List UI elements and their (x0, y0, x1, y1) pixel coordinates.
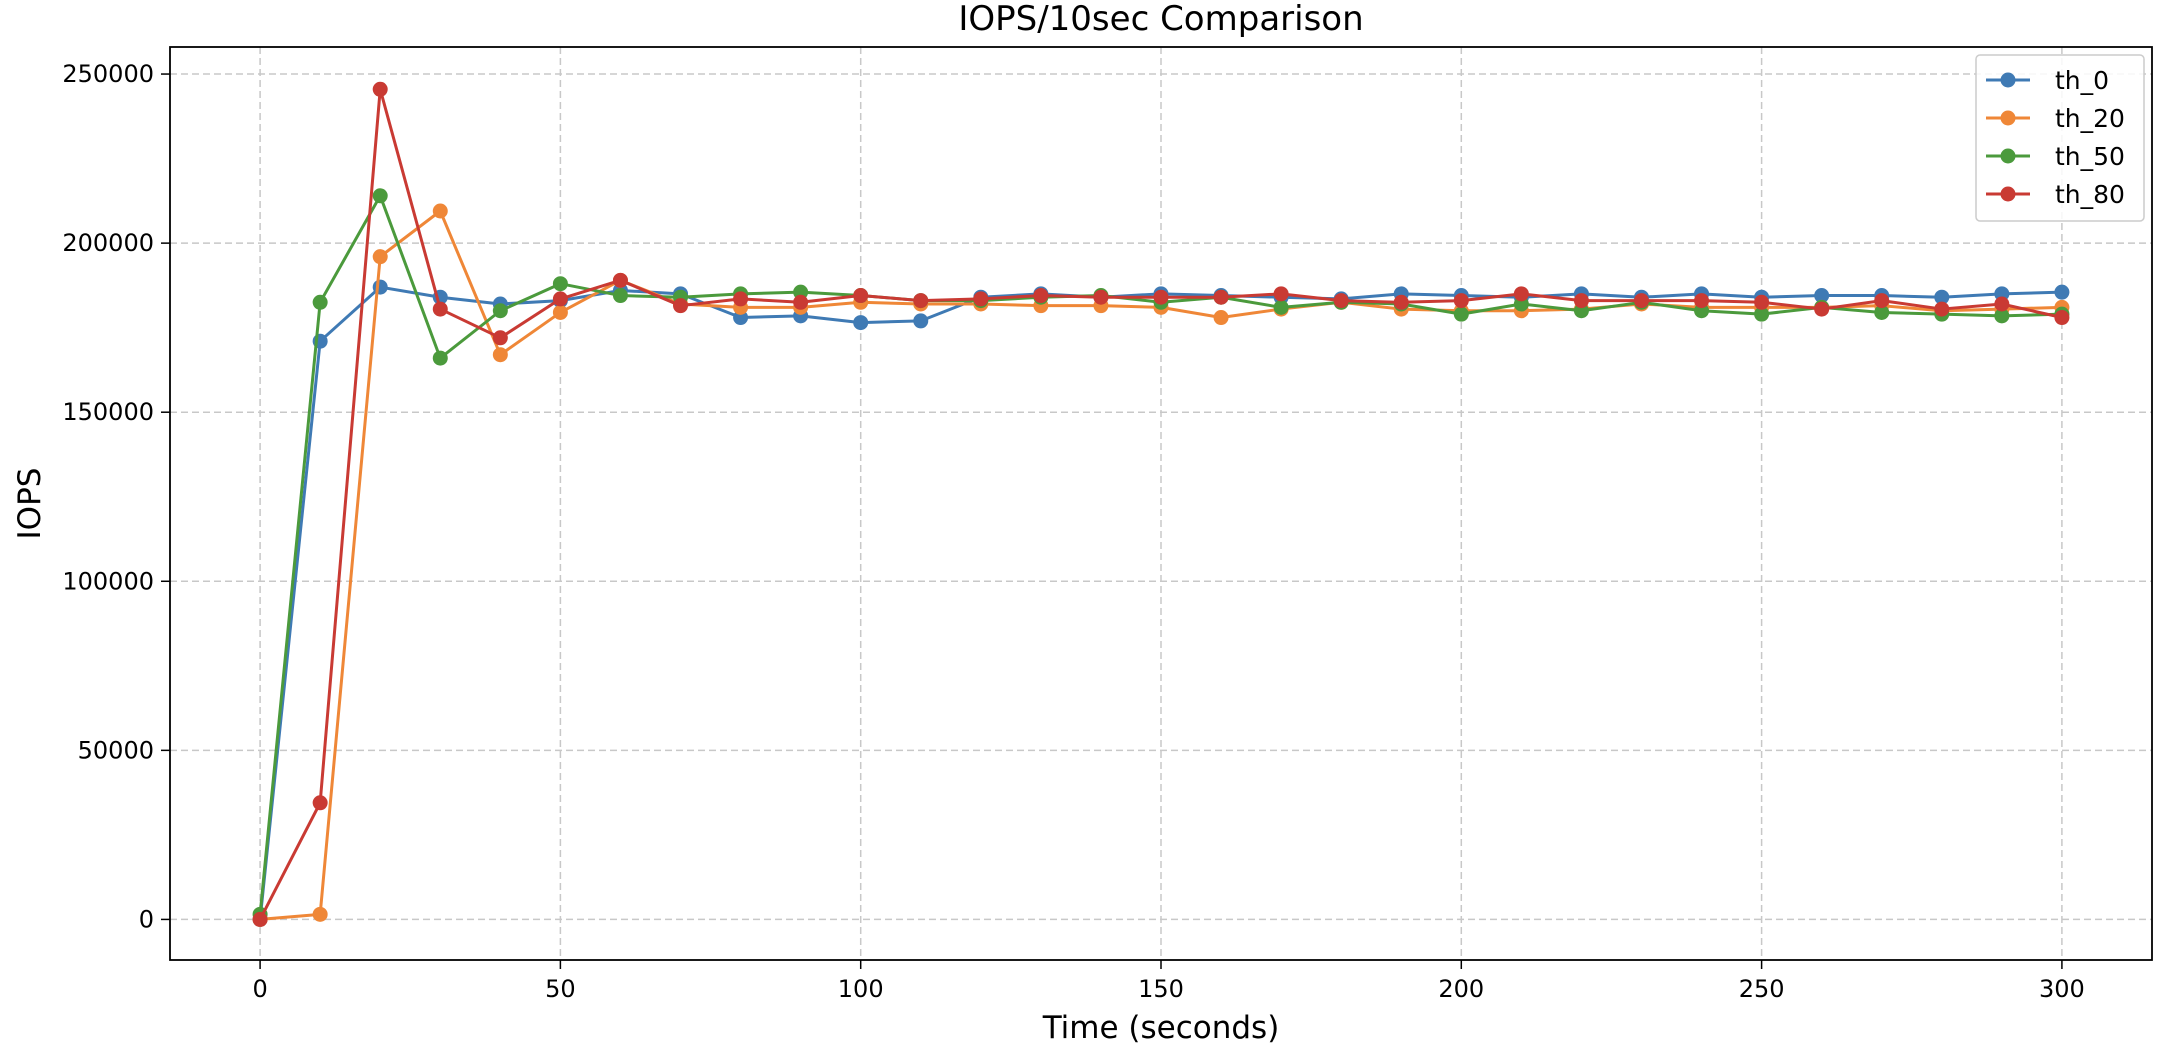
data-point (1513, 286, 1529, 302)
x-tick-label: 250 (1739, 975, 1785, 1003)
data-point (913, 313, 929, 329)
x-tick-label: 0 (252, 975, 267, 1003)
y-tick-label: 200000 (62, 229, 154, 257)
data-point (552, 291, 568, 307)
data-point (853, 315, 869, 331)
data-point (492, 347, 508, 363)
y-axis-label: IOPS (12, 468, 48, 540)
chart-title: IOPS/10sec Comparison (958, 0, 1363, 39)
y-tick-label: 50000 (78, 736, 154, 764)
y-tick-label: 0 (139, 905, 154, 933)
data-point (1994, 296, 2010, 312)
data-point (1213, 289, 1229, 305)
legend-swatch-marker (2000, 148, 2016, 164)
plot-frame (169, 46, 2153, 961)
x-tick-label: 100 (838, 975, 884, 1003)
data-point (312, 795, 328, 811)
grid-lines (170, 47, 2152, 960)
axis-ticks: 0 50 100 150 200 250 300 0 50000 100000 150000 2000… (62, 60, 2084, 1003)
data-point (1934, 301, 1950, 317)
data-point (1333, 293, 1349, 309)
data-point (372, 81, 388, 97)
data-point (793, 294, 809, 310)
legend-label: th_20 (2055, 104, 2125, 133)
legend-item: th_50 (1986, 142, 2125, 171)
legend-item: th_0 (1986, 66, 2109, 95)
series-th-80 (252, 81, 2070, 927)
data-point (1874, 304, 1890, 320)
data-point (1754, 294, 1770, 310)
data-point (1814, 301, 1830, 317)
data-point (1453, 293, 1469, 309)
data-point (1814, 288, 1830, 304)
y-tick-label: 100000 (62, 567, 154, 595)
x-tick-label: 150 (1138, 975, 1184, 1003)
data-point (2054, 310, 2070, 326)
data-point (1393, 294, 1409, 310)
data-point (1093, 289, 1109, 305)
x-axis-label: Time (seconds) (1042, 1010, 1280, 1046)
data-point (252, 911, 268, 927)
legend-item: th_20 (1986, 104, 2125, 133)
data-point (372, 279, 388, 295)
data-point (312, 294, 328, 310)
x-tick-label: 300 (2039, 975, 2085, 1003)
data-point (372, 249, 388, 265)
data-point (612, 272, 628, 288)
y-tick-label: 150000 (62, 398, 154, 426)
data-point (552, 276, 568, 292)
legend-label: th_50 (2055, 142, 2125, 171)
legend-swatch-marker (2000, 72, 2016, 88)
data-point (1633, 293, 1649, 309)
data-point (1994, 308, 2010, 324)
legend-label: th_0 (2055, 66, 2109, 95)
data-point (1694, 293, 1710, 309)
data-point (492, 330, 508, 346)
data-point (1273, 286, 1289, 302)
data-point (312, 906, 328, 922)
data-point (913, 293, 929, 309)
data-point (1874, 293, 1890, 309)
x-tick-label: 50 (545, 975, 576, 1003)
legend: th_0 th_20 th_50 th_80 (1975, 54, 2145, 222)
data-point (492, 303, 508, 319)
data-point (1033, 288, 1049, 304)
data-point (432, 301, 448, 317)
legend-label: th_80 (2055, 180, 2125, 209)
data-point (1934, 289, 1950, 305)
data-point (1273, 299, 1289, 315)
data-point (1754, 306, 1770, 322)
data-point (2054, 284, 2070, 300)
legend-swatch-marker (2000, 186, 2016, 202)
data-point (1153, 289, 1169, 305)
data-point (432, 203, 448, 219)
data-point (1213, 310, 1229, 326)
data-point (973, 291, 989, 307)
y-tick-label: 250000 (62, 60, 154, 88)
data-point (853, 288, 869, 304)
legend-swatch-marker (2000, 110, 2016, 126)
series-lines (252, 81, 2070, 927)
data-point (1573, 293, 1589, 309)
data-point (432, 350, 448, 366)
data-point (1453, 306, 1469, 322)
data-point (673, 298, 689, 314)
legend-box (1975, 54, 2145, 222)
data-point (733, 291, 749, 307)
data-point (552, 304, 568, 320)
data-point (372, 188, 388, 204)
data-point (612, 288, 628, 304)
legend-item: th_80 (1986, 180, 2125, 209)
x-tick-label: 200 (1438, 975, 1484, 1003)
